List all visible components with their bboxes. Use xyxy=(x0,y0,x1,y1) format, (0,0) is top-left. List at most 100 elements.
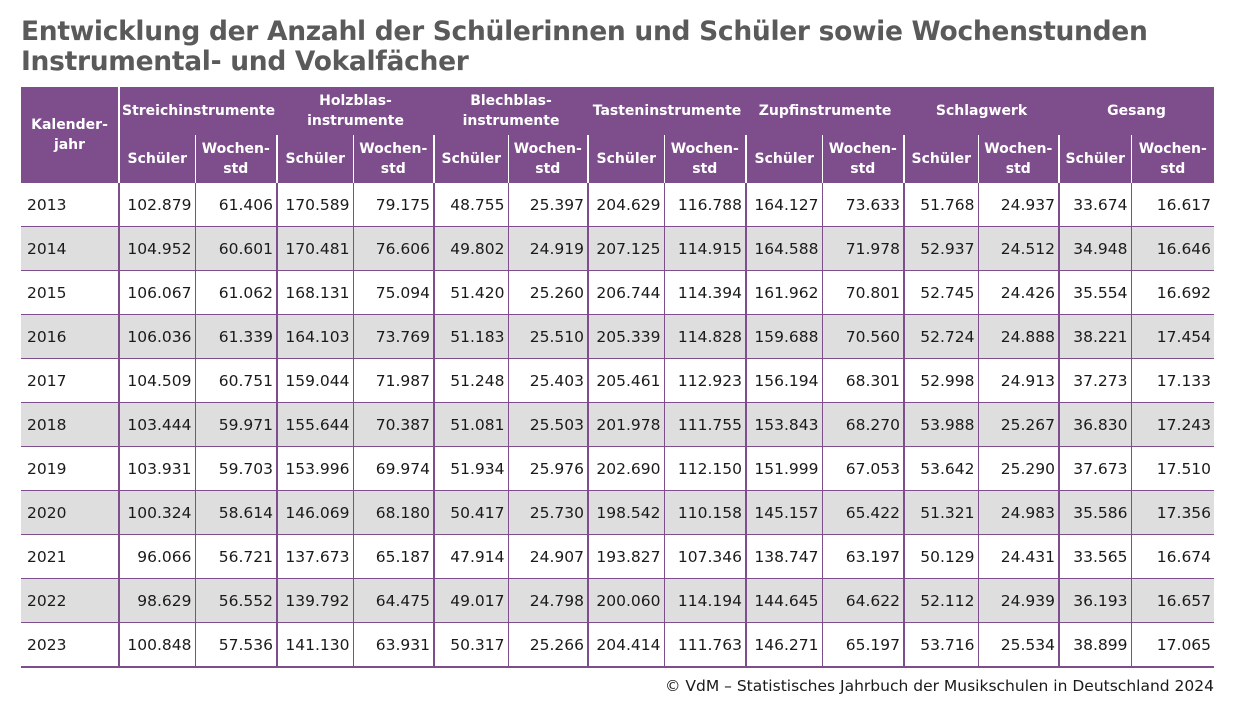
table-cell: 53.716 xyxy=(904,622,979,668)
header-wochenstd-line-1: Wochen- xyxy=(984,141,1053,157)
table-cell: 25.534 xyxy=(978,622,1061,668)
table-cell: 53.642 xyxy=(904,446,979,491)
table-header: Kalender-jahr Streichinstrumente Holzblas-… xyxy=(21,87,1215,183)
header-schueler-line-1: Schüler xyxy=(754,151,815,167)
table-cell: 153.996 xyxy=(277,446,354,491)
table-cell: 36.830 xyxy=(1059,402,1132,447)
table-cell: 53.988 xyxy=(904,402,979,447)
table-row: 2013 102.879 61.406 170.589 79.175 48.755 25.3… xyxy=(21,183,1215,227)
table-cell: 168.131 xyxy=(277,270,354,315)
table-row: 2015 106.067 61.062 168.131 75.094 51.420 25.2… xyxy=(21,270,1215,315)
table-cell: 106.036 xyxy=(119,314,196,359)
table-cell: 35.554 xyxy=(1059,270,1132,315)
table-cell: 49.017 xyxy=(434,578,509,623)
cell-year: 2021 xyxy=(21,534,120,579)
table-cell: 49.802 xyxy=(434,226,509,271)
cell-year: 2016 xyxy=(21,314,120,359)
table-cell: 33.674 xyxy=(1059,183,1132,227)
table-cell: 24.798 xyxy=(508,578,590,623)
table-cell: 25.267 xyxy=(978,402,1061,447)
header-wochenstd-line-2: std xyxy=(1160,161,1186,177)
table-cell: 111.763 xyxy=(664,622,748,668)
table-cell: 24.913 xyxy=(978,358,1061,403)
table-cell: 204.414 xyxy=(588,622,665,668)
header-wochenstd-line-1: Wochen- xyxy=(359,141,428,157)
table-cell: 198.542 xyxy=(588,490,665,535)
table-row: 2016 106.036 61.339 164.103 73.769 51.183 25.5… xyxy=(21,314,1215,359)
table-cell: 207.125 xyxy=(588,226,665,271)
header-wochenstd-line-2: std xyxy=(850,161,876,177)
table-cell: 138.747 xyxy=(746,534,823,579)
table-cell: 35.586 xyxy=(1059,490,1132,535)
table-cell: 151.999 xyxy=(746,446,823,491)
table-cell: 37.273 xyxy=(1059,358,1132,403)
table-cell: 50.317 xyxy=(434,622,509,668)
table-cell: 159.044 xyxy=(277,358,354,403)
page-title: Entwicklung der Anzahl der Schülerinnen … xyxy=(21,17,1148,77)
header-group-3-line-2: instrumente xyxy=(462,113,560,129)
header-row-groups: Kalender-jahr Streichinstrumente Holzblas-… xyxy=(21,87,1215,183)
table-cell: 61.339 xyxy=(195,314,279,359)
table-cell: 111.755 xyxy=(664,402,748,447)
table-cell: 79.175 xyxy=(353,183,436,227)
table-cell: 112.150 xyxy=(664,446,748,491)
table-cell: 98.629 xyxy=(119,578,196,623)
table-cell: 16.674 xyxy=(1131,534,1215,579)
table-cell: 67.053 xyxy=(822,446,906,491)
table-cell: 193.827 xyxy=(588,534,665,579)
table-cell: 96.066 xyxy=(119,534,196,579)
table-cell: 50.417 xyxy=(434,490,509,535)
table-cell: 106.067 xyxy=(119,270,196,315)
table-cell: 68.270 xyxy=(822,402,906,447)
table-cell: 73.633 xyxy=(822,183,906,227)
table-cell: 17.510 xyxy=(1131,446,1215,491)
table-cell: 61.062 xyxy=(195,270,279,315)
table-cell: 25.260 xyxy=(508,270,590,315)
table-cell: 69.974 xyxy=(353,446,436,491)
cell-year: 2017 xyxy=(21,358,120,403)
table-cell: 51.248 xyxy=(434,358,509,403)
table-cell: 52.937 xyxy=(904,226,979,271)
table-row: 2018 103.444 59.971 155.644 70.387 51.081 25.5… xyxy=(21,402,1215,447)
cell-year: 2023 xyxy=(21,622,120,668)
table-cell: 112.923 xyxy=(664,358,748,403)
table-cell: 36.193 xyxy=(1059,578,1132,623)
header-wochenstd-4: Wochen-std xyxy=(664,135,748,183)
table-cell: 146.069 xyxy=(277,490,354,535)
table-row: 2020 100.324 58.614 146.069 68.180 50.417 25.7… xyxy=(21,490,1215,535)
table-cell: 24.512 xyxy=(978,226,1061,271)
header-year-line-2: jahr xyxy=(53,137,86,153)
table-cell: 51.321 xyxy=(904,490,979,535)
table-cell: 68.180 xyxy=(353,490,436,535)
table-cell: 161.962 xyxy=(746,270,823,315)
table-cell: 71.987 xyxy=(353,358,436,403)
table-cell: 103.931 xyxy=(119,446,196,491)
table-cell: 25.503 xyxy=(508,402,590,447)
header-schueler-2: Schüler xyxy=(277,135,354,183)
table-cell: 24.983 xyxy=(978,490,1061,535)
header-group-5: Zupfinstrumente xyxy=(746,87,905,135)
table-cell: 164.588 xyxy=(746,226,823,271)
table-row: 2022 98.629 56.552 139.792 64.475 49.017 24.79… xyxy=(21,578,1215,623)
cell-year: 2014 xyxy=(21,226,120,271)
table-cell: 25.730 xyxy=(508,490,590,535)
header-year: Kalender-jahr xyxy=(21,87,120,183)
header-wochenstd-line-2: std xyxy=(380,161,406,177)
header-group-7: Gesang xyxy=(1059,87,1215,135)
header-schueler-line-1: Schüler xyxy=(285,151,346,167)
table-cell: 63.931 xyxy=(353,622,436,668)
header-wochenstd-line-1: Wochen- xyxy=(828,141,897,157)
table-cell: 60.601 xyxy=(195,226,279,271)
table-row: 2021 96.066 56.721 137.673 65.187 47.914 24.90… xyxy=(21,534,1215,579)
cell-year: 2013 xyxy=(21,183,120,227)
source-note: © VdM – Statistisches Jahrbuch der Musik… xyxy=(664,677,1214,695)
header-schueler-6: Schüler xyxy=(904,135,979,183)
header-year-line-1: Kalender- xyxy=(31,117,108,133)
table-cell: 51.081 xyxy=(434,402,509,447)
table-cell: 58.614 xyxy=(195,490,279,535)
table-cell: 145.157 xyxy=(746,490,823,535)
table-cell: 61.406 xyxy=(195,183,279,227)
header-group-3: Blechblas-instrumente xyxy=(434,87,589,135)
table-cell: 24.939 xyxy=(978,578,1061,623)
table-cell: 24.888 xyxy=(978,314,1061,359)
